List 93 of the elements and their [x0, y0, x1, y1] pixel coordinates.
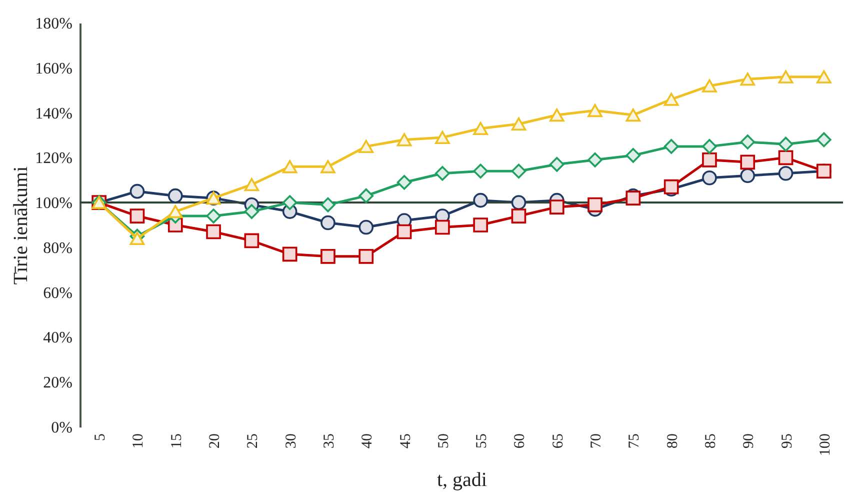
point	[511, 195, 526, 210]
x-axis-title: t, gadi	[437, 469, 488, 491]
y-tick-label: 60%	[43, 284, 72, 302]
point	[244, 233, 260, 248]
point	[778, 150, 794, 166]
point	[130, 184, 145, 199]
point	[396, 224, 412, 240]
x-tick-label: 100	[817, 434, 834, 456]
point	[778, 70, 794, 84]
point	[435, 220, 450, 235]
point	[358, 188, 374, 204]
x-tick-label: 25	[245, 434, 262, 448]
point	[473, 192, 488, 208]
point	[778, 166, 794, 181]
y-axis-title: Tīrie ienākumi	[10, 166, 32, 285]
point	[588, 197, 602, 212]
x-tick-label: 60	[512, 434, 528, 448]
point	[435, 130, 450, 144]
point	[320, 160, 336, 174]
point	[816, 70, 832, 84]
point	[168, 204, 183, 218]
point	[282, 246, 298, 262]
x-tick-label: 50	[436, 434, 452, 448]
point	[320, 249, 336, 264]
point	[511, 208, 526, 224]
point	[664, 92, 679, 106]
point	[626, 108, 641, 122]
y-tick-label: 80%	[43, 240, 72, 257]
y-tick-label: 40%	[43, 330, 72, 347]
point	[473, 164, 488, 179]
point	[549, 200, 564, 214]
x-tick-label: 5	[92, 434, 109, 441]
point	[511, 117, 526, 131]
point	[664, 179, 679, 194]
x-tick-label: 40	[360, 434, 376, 448]
x-tick-label: 30	[283, 434, 300, 448]
y-tick-label: 100%	[35, 195, 72, 212]
point	[244, 178, 260, 192]
point	[664, 139, 679, 154]
point	[358, 220, 374, 235]
point	[358, 249, 374, 264]
y-tick-label: 20%	[43, 374, 72, 392]
x-tick-label: 90	[741, 434, 758, 448]
y-tick-label: 140%	[35, 105, 72, 122]
point	[549, 108, 564, 122]
x-tick-label: 55	[474, 434, 490, 448]
y-tick-label: 120%	[35, 150, 72, 168]
x-tick-label: 35	[321, 434, 338, 448]
point	[206, 208, 221, 224]
point	[740, 154, 756, 170]
point	[702, 152, 717, 168]
point	[626, 148, 641, 163]
point	[206, 224, 221, 240]
x-tick-label: 20	[207, 434, 224, 448]
point	[511, 164, 526, 179]
point	[320, 197, 336, 212]
point	[740, 72, 756, 86]
point	[626, 190, 641, 206]
x-tick-label: 15	[168, 434, 185, 448]
point	[282, 195, 298, 210]
point	[740, 134, 756, 150]
x-tick-label: 65	[550, 434, 566, 448]
point	[702, 170, 717, 186]
point	[702, 79, 717, 92]
x-tick-label: 85	[702, 434, 719, 448]
point	[816, 132, 832, 148]
point	[778, 136, 794, 152]
point	[130, 208, 145, 224]
point	[244, 204, 260, 219]
point	[473, 218, 488, 232]
x-tick-label: 70	[588, 434, 605, 448]
y-tick-label: 0%	[51, 420, 72, 436]
x-tick-label: 80	[664, 434, 681, 448]
point	[435, 166, 450, 181]
point	[320, 215, 336, 230]
point	[358, 140, 374, 153]
point	[549, 156, 564, 172]
point	[588, 104, 602, 118]
x-tick-label: 10	[130, 434, 147, 448]
point	[282, 160, 298, 174]
point	[473, 122, 488, 136]
point	[396, 133, 412, 146]
x-tick-label: 95	[779, 434, 796, 448]
point	[740, 168, 756, 184]
y-tick-label: 180%	[35, 16, 72, 32]
x-tick-label: 45	[398, 434, 414, 448]
point	[168, 188, 183, 204]
point	[702, 139, 717, 154]
y-tick-label: 160%	[35, 60, 72, 78]
point	[588, 152, 602, 168]
x-tick-label: 75	[626, 434, 643, 448]
point	[130, 232, 145, 246]
point	[396, 174, 412, 190]
